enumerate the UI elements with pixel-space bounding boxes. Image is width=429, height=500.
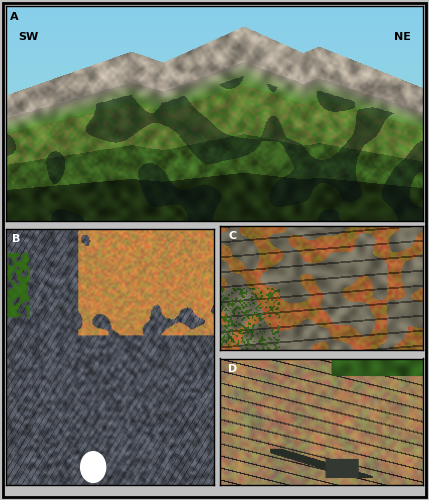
Text: D: D [228,364,238,374]
Text: A: A [10,12,18,22]
Text: C: C [228,231,236,241]
Text: B: B [12,234,20,243]
Text: SW: SW [18,32,38,42]
Circle shape [81,452,106,482]
Text: NE: NE [394,32,411,42]
